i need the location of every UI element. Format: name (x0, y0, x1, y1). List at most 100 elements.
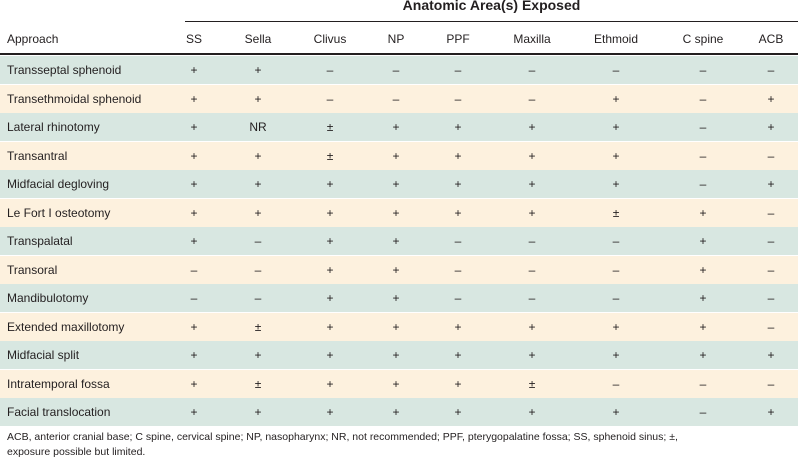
table-cell: + (190, 348, 198, 362)
table-cell: ± (528, 376, 536, 391)
table-cell: + (392, 177, 400, 191)
table-cell: – (528, 91, 536, 106)
footnote-line: exposure possible but limited. (7, 446, 146, 458)
table-cell: – (767, 205, 775, 220)
column-header: Clivus (313, 32, 347, 46)
approach-label: Midfacial split (7, 348, 80, 362)
table-row: Transseptal sphenoid + + – – – – – – – (0, 56, 798, 84)
table-cell: – (392, 91, 400, 106)
table-row: Mandibulotomy – – + + – – – + – (0, 284, 798, 312)
table-cell: – (699, 405, 707, 419)
table-cell: – (699, 120, 707, 134)
table-cell: + (326, 376, 334, 391)
table-cell: – (254, 262, 262, 277)
table-cell: – (454, 234, 462, 248)
column-header: ACB (758, 32, 784, 46)
table-cell: – (454, 91, 462, 106)
table-cell: + (612, 148, 620, 163)
table-row: Transantral + + ± + + + + – – (0, 141, 798, 170)
table-cell: – (190, 291, 198, 305)
table-cell: + (612, 405, 620, 419)
table-cell: – (699, 376, 707, 391)
table-row: Le Fort I osteotomy + + + + + + ± + – (0, 198, 798, 227)
table-cell: – (254, 234, 262, 248)
table-cell: + (254, 405, 262, 419)
table-cell: – (454, 63, 462, 77)
column-header: Sella (244, 32, 272, 46)
table-cell: + (326, 262, 334, 277)
approach-label: Le Fort I osteotomy (7, 205, 111, 220)
table-cell: + (326, 291, 334, 305)
table-cell: – (190, 262, 198, 277)
table-cell: + (190, 91, 198, 106)
table-cell: + (392, 120, 400, 134)
table-cell: + (254, 348, 262, 362)
table-cell: + (612, 91, 620, 106)
table-cell: + (392, 205, 400, 220)
table-cell: + (767, 177, 775, 191)
table-cell: + (699, 234, 707, 248)
table-cell: + (190, 63, 198, 77)
header-row: Approach SS Sella Clivus NP PPF Maxilla Ethmoi… (0, 30, 798, 52)
table-row: Intratemporal fossa + ± + + + ± – – – (0, 369, 798, 398)
table-cell: + (767, 120, 775, 134)
table-cell: + (699, 205, 707, 220)
table-cell: – (767, 262, 775, 277)
footnote-line: ACB, anterior cranial base; C spine, cer… (7, 431, 678, 443)
table-cell: + (612, 120, 620, 134)
column-header: NP (387, 32, 405, 46)
table-cell: + (767, 348, 775, 362)
table-cell: + (190, 120, 198, 134)
table-cell: + (699, 319, 707, 334)
table-cell: + (190, 234, 198, 248)
table-row: Transpalatal + – + + – – – + – (0, 227, 798, 255)
group-header-rule (185, 21, 798, 22)
table-cell: + (190, 319, 198, 334)
table-cell: – (699, 91, 707, 106)
table-cell: + (528, 348, 536, 362)
table-cell: + (254, 177, 262, 191)
table-row: Facial translocation + + + + + + + – + (0, 398, 798, 426)
table-cell: – (612, 63, 620, 77)
column-header: Ethmoid (593, 32, 639, 46)
table-cell: + (528, 405, 536, 419)
table-cell: + (326, 205, 334, 220)
table-cell: – (767, 63, 775, 77)
table-cell: + (392, 234, 400, 248)
approach-label: Transethmoidal sphenoid (7, 91, 142, 106)
table-cell: + (254, 63, 262, 77)
column-header: C spine (682, 32, 724, 46)
table-cell: + (528, 177, 536, 191)
table-cell: + (392, 376, 400, 391)
table-cell: + (528, 319, 536, 334)
table-cell: + (528, 205, 536, 220)
table-cell: – (612, 376, 620, 391)
table-cell: + (699, 262, 707, 277)
table-row: Transethmoidal sphenoid + + – – – – + – + (0, 84, 798, 113)
table-cell: + (612, 348, 620, 362)
column-header: PPF (446, 32, 470, 46)
table-cell: – (699, 177, 707, 191)
approach-label: Transseptal sphenoid (7, 63, 122, 77)
table-cell: – (528, 63, 536, 77)
table-cell: + (454, 348, 462, 362)
table-cell: ± (612, 205, 620, 220)
table-cell: + (392, 319, 400, 334)
table-cell: – (612, 291, 620, 305)
table-cell: + (392, 262, 400, 277)
table-cell: – (699, 63, 707, 77)
header-rule (0, 53, 798, 55)
table-cell: – (767, 234, 775, 248)
approach-label: Midfacial degloving (7, 177, 110, 191)
table-cell: – (326, 91, 334, 106)
table-cell: ± (326, 120, 334, 134)
table-cell: – (767, 376, 775, 391)
approach-label: Extended maxillotomy (7, 319, 125, 334)
table-cell: – (528, 262, 536, 277)
table-cell: – (699, 148, 707, 163)
approach-label: Transpalatal (7, 234, 73, 248)
table-cell: – (612, 234, 620, 248)
table-cell: – (528, 291, 536, 305)
table-cell: + (392, 348, 400, 362)
table-cell: NR (249, 120, 267, 134)
